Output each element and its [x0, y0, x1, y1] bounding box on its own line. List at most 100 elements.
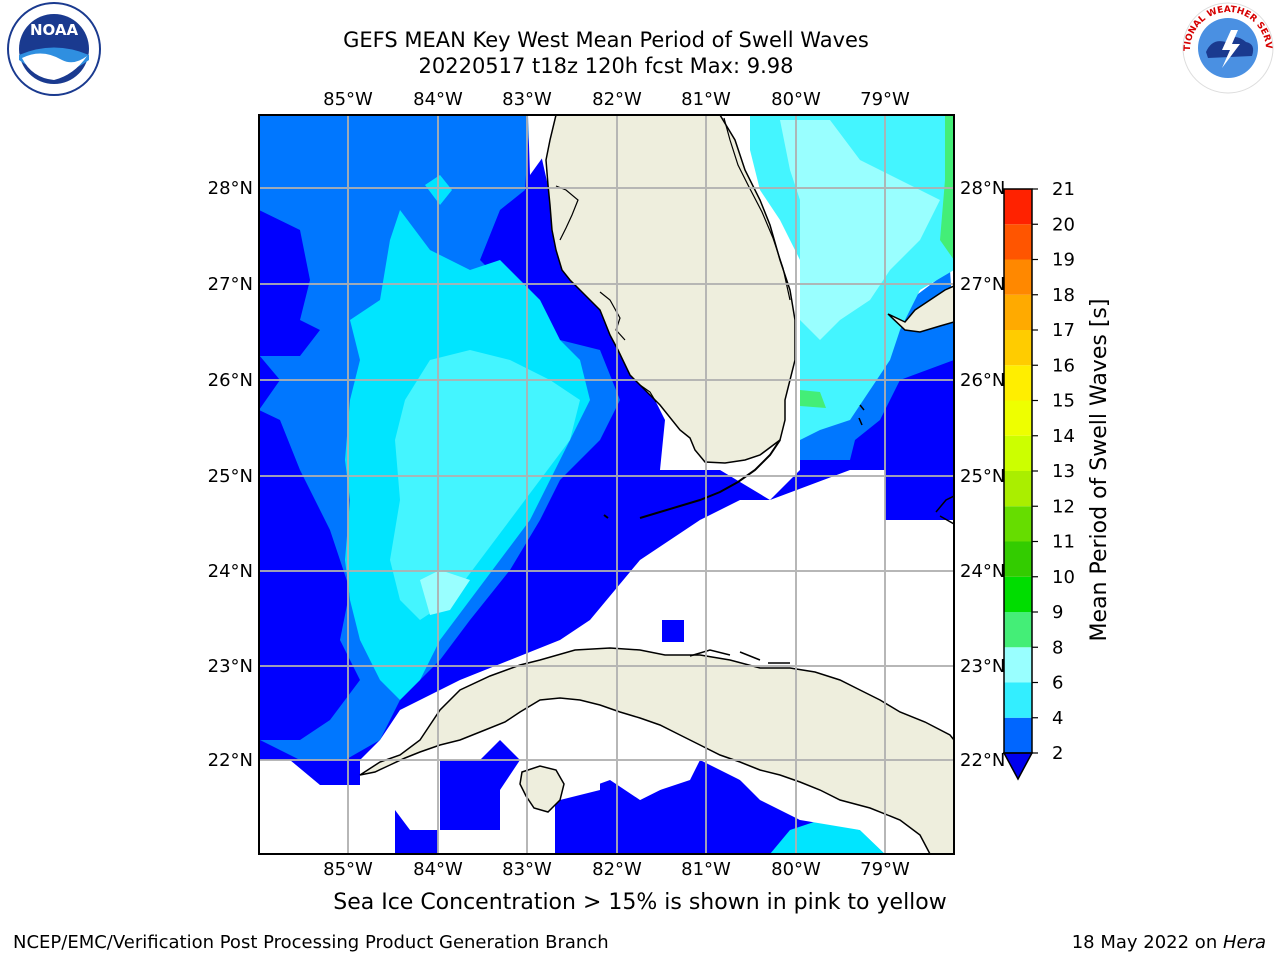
colorbar-tick-label: 10 — [1052, 567, 1075, 588]
lat-label-right: 26°N — [960, 370, 1005, 391]
colorbar-segment — [1004, 717, 1032, 753]
swell-period-region-mid-west2 — [259, 410, 360, 740]
lat-label-right: 22°N — [960, 750, 1005, 771]
nws-logo: NATIONAL WEATHER SERVICE — [1176, 0, 1274, 94]
footer-date-text: 18 May 2022 on — [1071, 932, 1223, 953]
colorbar-extend-arrow — [1002, 752, 1034, 781]
lon-label-bottom: 81°W — [681, 859, 731, 880]
missing-data-region-sw — [259, 760, 395, 854]
colorbar-tick-label: 20 — [1052, 214, 1075, 235]
colorbar-segment — [1004, 365, 1032, 401]
lon-label-top: 85°W — [323, 89, 373, 110]
map-grid — [259, 115, 954, 854]
colorbar-segment — [1004, 647, 1032, 683]
missing-data-region-s — [440, 740, 500, 760]
lat-label-left: 28°N — [208, 178, 253, 199]
colorbar-segment — [1004, 400, 1032, 436]
lon-label-top: 79°W — [860, 89, 910, 110]
missing-data-region-s3 — [640, 760, 700, 800]
chart-subtitle: 20220517 t18z 120h fcst Max: 9.98 — [418, 54, 794, 78]
lon-label-top: 84°W — [413, 89, 463, 110]
colorbar-segment — [1004, 259, 1032, 295]
lon-label-top: 83°W — [502, 89, 552, 110]
colorbar-segment — [1004, 224, 1032, 260]
colorbar-label: Mean Period of Swell Waves [s] — [1087, 299, 1112, 642]
swell-period-region-cyan-south — [770, 820, 885, 854]
colorbar-tick-label: 13 — [1052, 461, 1075, 482]
colorbar-segment — [1004, 506, 1032, 542]
lat-label-right: 23°N — [960, 656, 1005, 677]
lat-labels-right: 28°N 27°N 26°N 25°N 24°N 23°N 22°N — [960, 178, 1005, 771]
colorbar-tick-label: 21 — [1052, 179, 1075, 200]
lat-label-right: 25°N — [960, 466, 1005, 487]
lon-label-bottom: 84°W — [413, 859, 463, 880]
noaa-logo: NOAA — [7, 2, 101, 96]
colorbar-segment — [1004, 612, 1032, 648]
footer-date: 18 May 2022 on Hera — [1072, 932, 1266, 953]
colorbar-tick-label: 6 — [1052, 673, 1063, 694]
cuba-land — [359, 647, 954, 854]
swell-period-region-dark-south — [440, 740, 520, 830]
colorbar-tick-label: 16 — [1052, 355, 1075, 376]
colorbar-segment — [1004, 330, 1032, 366]
lat-label-left: 27°N — [208, 274, 253, 295]
swell-period-region-dark-small — [395, 810, 438, 854]
lon-label-bottom: 82°W — [592, 859, 642, 880]
missing-data-region-se — [770, 540, 830, 590]
colorbar-tick-label: 4 — [1052, 708, 1063, 729]
lon-label-top: 80°W — [771, 89, 821, 110]
svg-text:NOAA: NOAA — [30, 21, 79, 39]
colorbar-segment — [1004, 682, 1032, 718]
colorbar-tick-label: 8 — [1052, 637, 1063, 658]
colorbar-segment — [1004, 294, 1032, 330]
colorbar-segment — [1004, 471, 1032, 507]
lat-label-right: 27°N — [960, 274, 1005, 295]
map-frame — [258, 114, 955, 855]
lat-label-right: 28°N — [960, 178, 1005, 199]
lat-label-right: 24°N — [960, 561, 1005, 582]
lat-label-left: 23°N — [208, 656, 253, 677]
lat-label-left: 26°N — [208, 370, 253, 391]
swell-period-region-green-small — [800, 390, 826, 408]
colorbar-tick-label: 9 — [1052, 602, 1063, 623]
lon-labels-top: 85°W 84°W 83°W 82°W 81°W 80°W 79°W — [323, 89, 910, 110]
lon-label-top: 81°W — [681, 89, 731, 110]
chart-title: GEFS MEAN Key West Mean Period of Swell … — [343, 28, 869, 52]
lon-label-bottom: 80°W — [771, 859, 821, 880]
colorbar-segment — [1004, 435, 1032, 471]
isla-de-la-juventud — [519, 765, 565, 813]
lon-label-top: 82°W — [592, 89, 642, 110]
colorbar-tick-label: 18 — [1052, 285, 1075, 306]
cuba-north-cays — [689, 649, 790, 664]
lon-label-bottom: 83°W — [502, 859, 552, 880]
colorbar-tick-label: 17 — [1052, 320, 1075, 341]
florida-keys — [639, 439, 781, 519]
colorbar-tick-label: 19 — [1052, 250, 1075, 271]
bahamas-land — [887, 285, 954, 333]
colorbar-tick-label: 12 — [1052, 496, 1075, 517]
colorbar-segment — [1004, 541, 1032, 577]
florida-east-coast — [723, 117, 791, 301]
colorbar-segment — [1004, 576, 1032, 612]
colorbar-segment — [1004, 189, 1032, 225]
florida-keys-west — [603, 514, 609, 519]
footer-credit: NCEP/EMC/Verification Post Processing Pr… — [13, 932, 609, 953]
footer-machine-name: Hera — [1222, 932, 1266, 953]
map-fields — [259, 115, 954, 854]
lat-labels-left: 28°N 27°N 26°N 25°N 24°N 23°N 22°N — [208, 178, 253, 771]
sea-ice-note: Sea Ice Concentration > 15% is shown in … — [333, 890, 947, 915]
missing-data-region-se2 — [840, 540, 885, 610]
colorbar-tick-label: 14 — [1052, 426, 1075, 447]
lat-label-left: 25°N — [208, 466, 253, 487]
lon-labels-bottom: 85°W 84°W 83°W 82°W 81°W 80°W 79°W — [323, 859, 910, 880]
florida-west-coast — [555, 185, 657, 403]
swell-dark-patch — [662, 620, 684, 642]
colorbar-tick-label: 15 — [1052, 391, 1075, 412]
lat-label-left: 22°N — [208, 750, 253, 771]
colorbar-tick-label: 2 — [1052, 743, 1063, 764]
bahamas-island-2 — [858, 404, 954, 525]
lat-label-left: 24°N — [208, 561, 253, 582]
colorbar: 2 4 6 8 9 10 11 12 13 14 15 16 17 18 19 20 21 — [1002, 179, 1075, 781]
colorbar-tick-label: 11 — [1052, 532, 1075, 553]
